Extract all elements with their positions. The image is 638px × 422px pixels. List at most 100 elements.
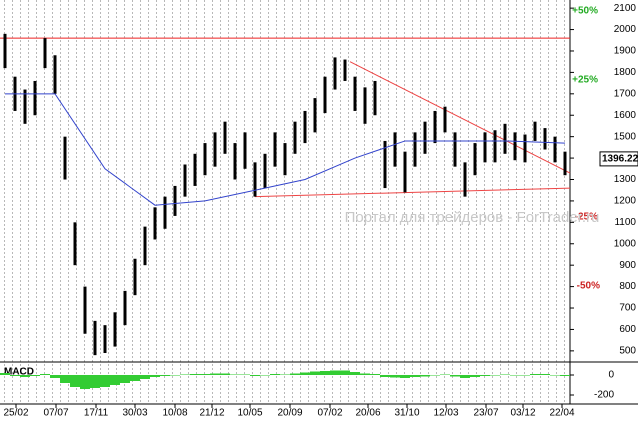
- annotation: -25%: [575, 212, 598, 223]
- x-tick-label: 21/12: [199, 408, 224, 419]
- annotation: -50%: [577, 281, 600, 292]
- macd-bar: [450, 375, 460, 377]
- y-tick-label: 1600: [614, 110, 637, 121]
- moving-average: [5, 93, 566, 206]
- macd-bar: [540, 374, 550, 375]
- y-tick-label: 900: [619, 260, 636, 271]
- macd-bar: [530, 374, 540, 375]
- macd-bar: [550, 375, 560, 376]
- y-tick-label: 1000: [614, 238, 637, 249]
- x-tick-label: 07/07: [43, 408, 68, 419]
- macd-bar: [320, 371, 330, 375]
- x-tick-label: 03/12: [510, 408, 535, 419]
- y-tick-label: 700: [619, 303, 636, 314]
- macd-bar: [520, 375, 530, 376]
- x-tick-label: 22/04: [549, 408, 574, 419]
- macd-bar: [110, 375, 120, 385]
- macd-bar: [330, 370, 340, 375]
- macd-bar: [230, 374, 240, 375]
- macd-bar: [70, 375, 80, 387]
- macd-bar: [350, 372, 360, 375]
- macd-bar: [470, 375, 480, 377]
- macd-bar: [30, 375, 40, 376]
- macd-bar: [280, 374, 290, 375]
- x-tick-label: 07/02: [317, 408, 342, 419]
- macd-bar: [220, 373, 230, 375]
- macd-bar: [300, 372, 310, 375]
- macd-bar: [40, 374, 50, 375]
- y-tick-label: 1800: [614, 67, 637, 78]
- macd-bar: [560, 375, 570, 376]
- x-tick-label: 23/07: [473, 408, 498, 419]
- trend-line: [349, 61, 571, 174]
- y2-tick-label: -200: [594, 390, 614, 401]
- macd-bar: [490, 375, 500, 376]
- macd-bar: [310, 371, 320, 375]
- macd-bar: [180, 374, 190, 375]
- macd-bar: [200, 374, 210, 375]
- y-tick-label: 500: [619, 346, 636, 357]
- macd-bar: [510, 375, 520, 376]
- y-tick-label: 1900: [614, 46, 637, 57]
- y-tick-label: 1700: [614, 88, 637, 99]
- x-tick-label: 20/09: [277, 408, 302, 419]
- macd-bar: [60, 375, 70, 383]
- annotation: +50%: [572, 6, 598, 17]
- macd-bar: [430, 375, 440, 376]
- macd-bar: [360, 373, 370, 375]
- macd-bar: [410, 375, 420, 377]
- y-tick-label: 1200: [614, 196, 637, 207]
- macd-bar: [370, 374, 380, 375]
- macd-bar: [270, 374, 280, 375]
- x-tick-label: 17/11: [84, 408, 109, 419]
- y-tick-label: 800: [619, 281, 636, 292]
- y2-tick-label: 0: [608, 370, 614, 381]
- macd-bar: [210, 373, 220, 375]
- y-tick-label: 1300: [614, 174, 637, 185]
- y-tick-label: 2100: [614, 3, 637, 14]
- watermark: Портал для трейдеров - ForTrader.ru: [345, 209, 600, 226]
- x-tick-label: 12/03: [433, 408, 458, 419]
- y-tick-label: 600: [619, 324, 636, 335]
- x-tick-label: 31/10: [394, 408, 419, 419]
- annotation: +25%: [572, 75, 598, 86]
- macd-bar: [240, 374, 250, 375]
- y-tick-label: 1500: [614, 131, 637, 142]
- macd-bar: [380, 375, 390, 377]
- x-tick-label: 10/08: [162, 408, 187, 419]
- last-price-box: [599, 151, 638, 167]
- macd-bar: [0, 373, 10, 375]
- grid-pattern: [0, 0, 570, 362]
- trend-line: [254, 187, 571, 198]
- macd-bar: [140, 375, 150, 379]
- macd-bar: [420, 375, 430, 377]
- macd-bar: [500, 374, 510, 375]
- macd-bar: [80, 375, 90, 389]
- macd-bar: [120, 375, 130, 383]
- macd-bar: [170, 375, 180, 376]
- y-tick-label: 1100: [614, 217, 636, 228]
- macd-bar: [100, 375, 110, 387]
- last-price: 1396.22: [602, 154, 638, 165]
- x-tick-label: 25/02: [3, 408, 28, 419]
- macd-bar: [90, 375, 100, 388]
- macd-bar: [150, 375, 160, 377]
- macd-label: MACD: [4, 367, 34, 378]
- macd-bar: [480, 375, 490, 376]
- macd-bar: [460, 375, 470, 378]
- macd-bar: [260, 375, 270, 376]
- x-tick-label: 30/03: [122, 408, 147, 419]
- macd-bar: [160, 375, 170, 376]
- macd-bar: [20, 375, 30, 377]
- y-tick-label: 2000: [614, 24, 637, 35]
- x-tick-label: 10/05: [237, 408, 262, 419]
- macd-bar: [190, 374, 200, 375]
- macd-bar: [10, 375, 20, 376]
- x-tick-label: 20/06: [355, 408, 380, 419]
- macd-bar: [50, 375, 60, 378]
- macd-bar: [400, 375, 410, 378]
- macd-bar: [130, 375, 140, 381]
- macd-bar: [440, 374, 450, 375]
- macd-bar: [290, 373, 300, 375]
